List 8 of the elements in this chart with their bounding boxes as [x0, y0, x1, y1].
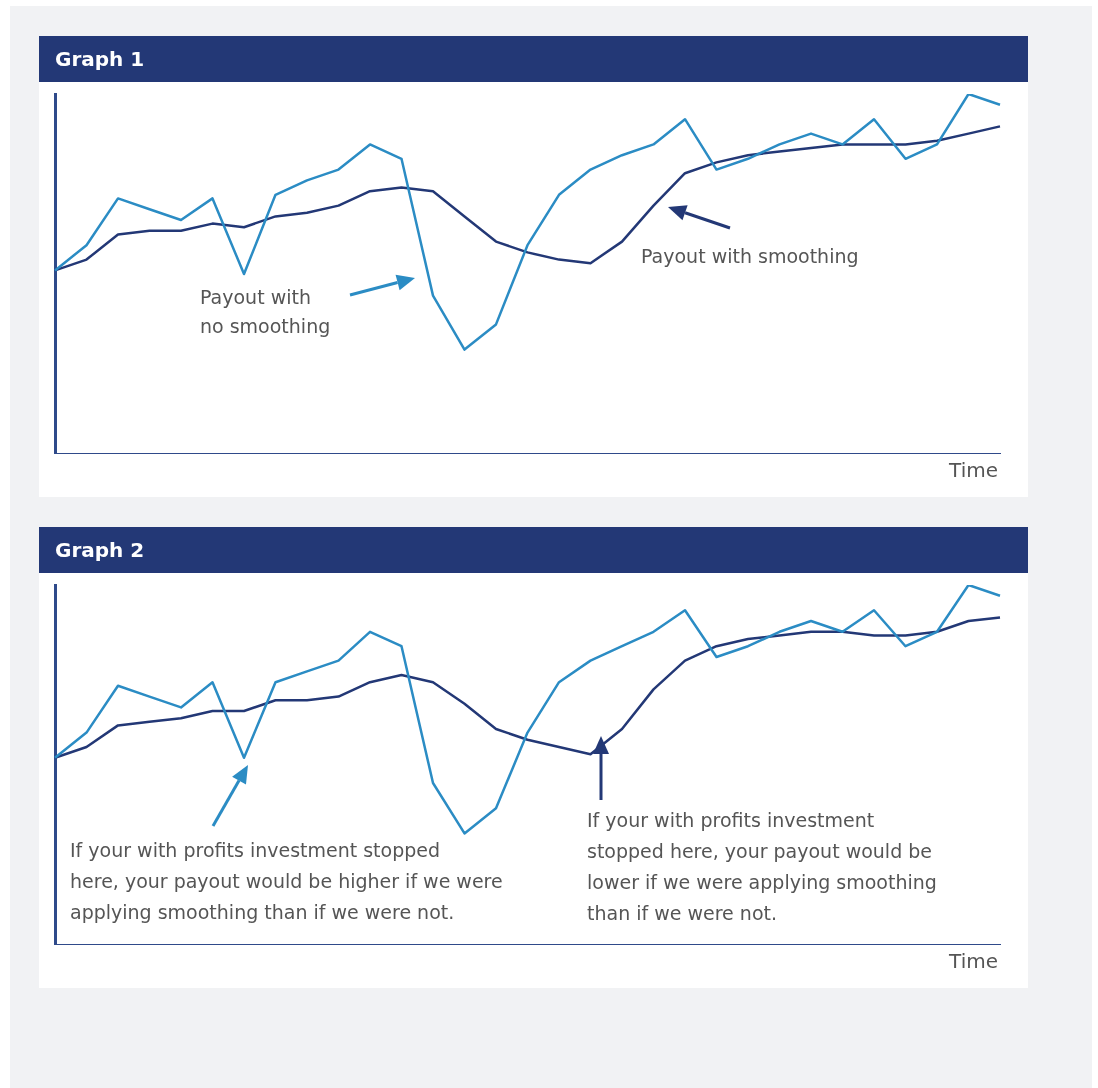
annotation: If your with profits investment stopped here, your payout would be higher if we were applying smoothing than if we were not. [70, 838, 503, 925]
annotation: Payout with no smoothing [200, 285, 331, 339]
x-axis-title: Time [949, 949, 998, 973]
chart-title: Graph 2 [39, 527, 1028, 573]
chart-title: Graph 1 [39, 36, 1028, 82]
x-axis-title: Time [949, 458, 998, 482]
annotation: Payout with smoothing [641, 244, 859, 269]
annotation: If your with profits investment stopped here, your payout would be lower if we were applying smoothing than if we were not. [587, 808, 937, 926]
